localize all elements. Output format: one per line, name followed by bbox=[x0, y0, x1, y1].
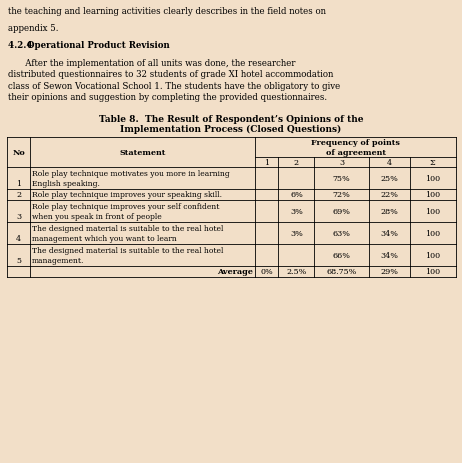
Text: Role play technique improves your speaking skill.: Role play technique improves your speaki… bbox=[32, 191, 222, 199]
Text: 29%: 29% bbox=[380, 268, 398, 275]
Text: English speaking.: English speaking. bbox=[32, 179, 100, 188]
Text: 2: 2 bbox=[294, 158, 299, 166]
Text: 68.75%: 68.75% bbox=[326, 268, 357, 275]
Text: Statement: Statement bbox=[120, 149, 166, 156]
Text: 1: 1 bbox=[16, 179, 21, 188]
Text: 75%: 75% bbox=[333, 175, 350, 182]
Text: 34%: 34% bbox=[380, 251, 398, 259]
Text: 1: 1 bbox=[264, 158, 269, 166]
Text: The designed material is suitable to the real hotel: The designed material is suitable to the… bbox=[32, 224, 224, 232]
Text: 22%: 22% bbox=[380, 191, 398, 199]
Text: Average: Average bbox=[218, 268, 253, 275]
Text: 4.2.4: 4.2.4 bbox=[8, 41, 41, 50]
Text: 3: 3 bbox=[16, 213, 21, 220]
Text: 0%: 0% bbox=[261, 268, 273, 275]
Text: 34%: 34% bbox=[380, 229, 398, 237]
Text: 28%: 28% bbox=[380, 207, 398, 215]
Text: 3%: 3% bbox=[290, 229, 303, 237]
Text: distributed questionnaires to 32 students of grade XI hotel accommodation: distributed questionnaires to 32 student… bbox=[8, 70, 334, 79]
Text: when you speak in front of people: when you speak in front of people bbox=[32, 213, 162, 220]
Text: Σ: Σ bbox=[430, 158, 436, 166]
Text: 100: 100 bbox=[426, 229, 440, 237]
Text: management.: management. bbox=[32, 256, 85, 264]
Text: 6%: 6% bbox=[290, 191, 303, 199]
Text: management which you want to learn: management which you want to learn bbox=[32, 234, 177, 242]
Text: 72%: 72% bbox=[333, 191, 351, 199]
Text: Table 8.  The Result of Respondent’s Opinions of the: Table 8. The Result of Respondent’s Opin… bbox=[99, 114, 363, 124]
Text: 100: 100 bbox=[426, 175, 440, 182]
Text: 66%: 66% bbox=[333, 251, 351, 259]
Text: 69%: 69% bbox=[333, 207, 351, 215]
Text: 100: 100 bbox=[426, 207, 440, 215]
Text: 100: 100 bbox=[426, 251, 440, 259]
Text: Role play technique motivates you more in learning: Role play technique motivates you more i… bbox=[32, 169, 230, 177]
Text: 2: 2 bbox=[16, 191, 21, 199]
Text: 63%: 63% bbox=[333, 229, 351, 237]
Text: After the implementation of all units was done, the researcher: After the implementation of all units wa… bbox=[8, 59, 296, 68]
Text: 2.5%: 2.5% bbox=[286, 268, 307, 275]
Text: class of Sewon Vocational School 1. The students have the obligatory to give: class of Sewon Vocational School 1. The … bbox=[8, 81, 340, 91]
Text: No: No bbox=[12, 149, 25, 156]
Text: their opinions and suggestion by completing the provided questionnaires.: their opinions and suggestion by complet… bbox=[8, 93, 327, 102]
Text: Operational Product Revision: Operational Product Revision bbox=[27, 41, 170, 50]
Text: 4: 4 bbox=[16, 234, 21, 242]
Text: Role play technique improves your self confident: Role play technique improves your self c… bbox=[32, 202, 219, 210]
Text: 3%: 3% bbox=[290, 207, 303, 215]
Text: 5: 5 bbox=[16, 256, 21, 264]
Text: 25%: 25% bbox=[380, 175, 398, 182]
Text: appendix 5.: appendix 5. bbox=[8, 24, 59, 33]
Text: 4: 4 bbox=[387, 158, 392, 166]
Text: Implementation Process (Closed Questions): Implementation Process (Closed Questions… bbox=[121, 125, 341, 134]
Text: The designed material is suitable to the real hotel: The designed material is suitable to the… bbox=[32, 246, 224, 254]
Text: 100: 100 bbox=[426, 191, 440, 199]
Text: the teaching and learning activities clearly describes in the field notes on: the teaching and learning activities cle… bbox=[8, 7, 326, 16]
Text: 3: 3 bbox=[339, 158, 344, 166]
Text: Frequency of points
of agreement: Frequency of points of agreement bbox=[311, 138, 400, 156]
Text: 100: 100 bbox=[426, 268, 440, 275]
